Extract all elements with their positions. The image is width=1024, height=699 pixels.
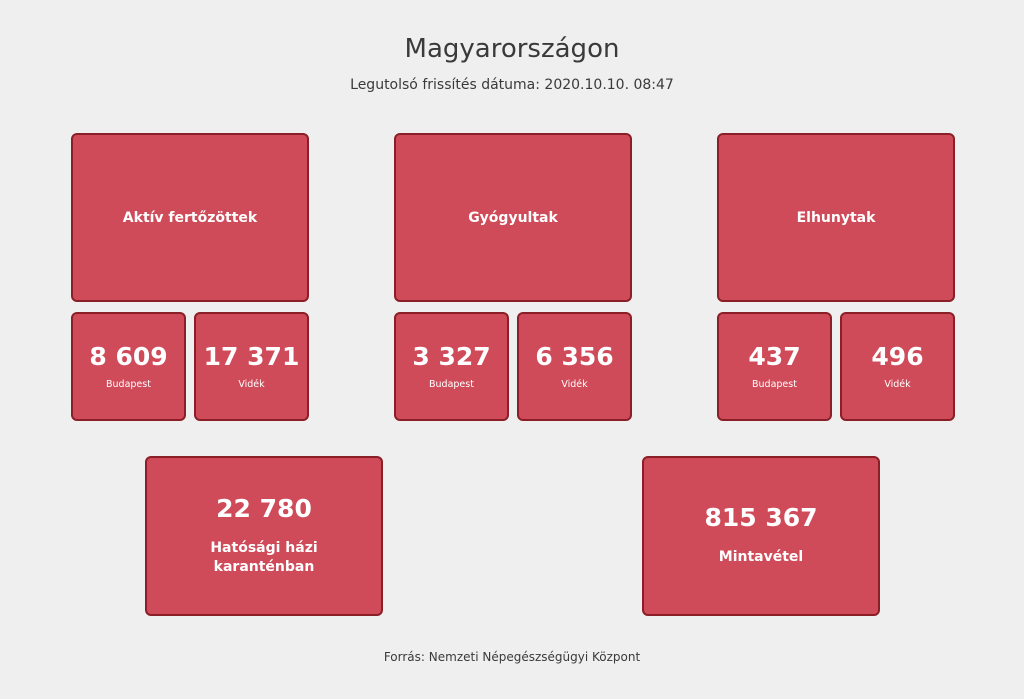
recovered-card: Gyógyultak <box>394 133 632 302</box>
deceased-card: Elhunytak <box>717 133 955 302</box>
stat-value: 437 <box>748 341 801 371</box>
card-label: Hatósági házi karanténban <box>210 540 318 575</box>
active-infected-card: Aktív fertőzöttek <box>71 133 309 302</box>
stat-region: Vidék <box>238 378 265 390</box>
stat-value: 22 780 <box>216 494 312 524</box>
page-title: Magyarországon <box>404 34 620 64</box>
stat-value: 6 356 <box>535 341 614 371</box>
stat-region: Budapest <box>752 378 797 390</box>
stat-region: Budapest <box>106 378 151 390</box>
stat-value: 8 609 <box>89 341 168 371</box>
deceased-videk-card: 496 Vidék <box>840 312 955 421</box>
active-budapest-card: 8 609 Budapest <box>71 312 186 421</box>
source-footer: Forrás: Nemzeti Népegészségügyi Központ <box>383 650 641 664</box>
stat-value: 17 371 <box>203 341 300 371</box>
card-label: Gyógyultak <box>468 209 558 226</box>
recovered-budapest-card: 3 327 Budapest <box>394 312 509 421</box>
stat-region: Vidék <box>561 378 588 390</box>
stat-value: 3 327 <box>412 341 491 371</box>
stat-region: Budapest <box>429 378 474 390</box>
stat-value: 815 367 <box>704 503 818 533</box>
last-updated: Legutolsó frissítés dátuma: 2020.10.10. … <box>350 77 674 93</box>
stat-region: Vidék <box>884 378 911 390</box>
active-videk-card: 17 371 Vidék <box>194 312 309 421</box>
samples-card: 815 367 Mintavétel <box>642 456 880 616</box>
card-label: Elhunytak <box>796 209 876 226</box>
quarantine-card: 22 780 Hatósági házi karanténban <box>145 456 383 616</box>
deceased-budapest-card: 437 Budapest <box>717 312 832 421</box>
card-label: Mintavétel <box>718 549 804 566</box>
card-label: Aktív fertőzöttek <box>122 209 258 226</box>
stat-value: 496 <box>871 341 924 371</box>
recovered-videk-card: 6 356 Vidék <box>517 312 632 421</box>
